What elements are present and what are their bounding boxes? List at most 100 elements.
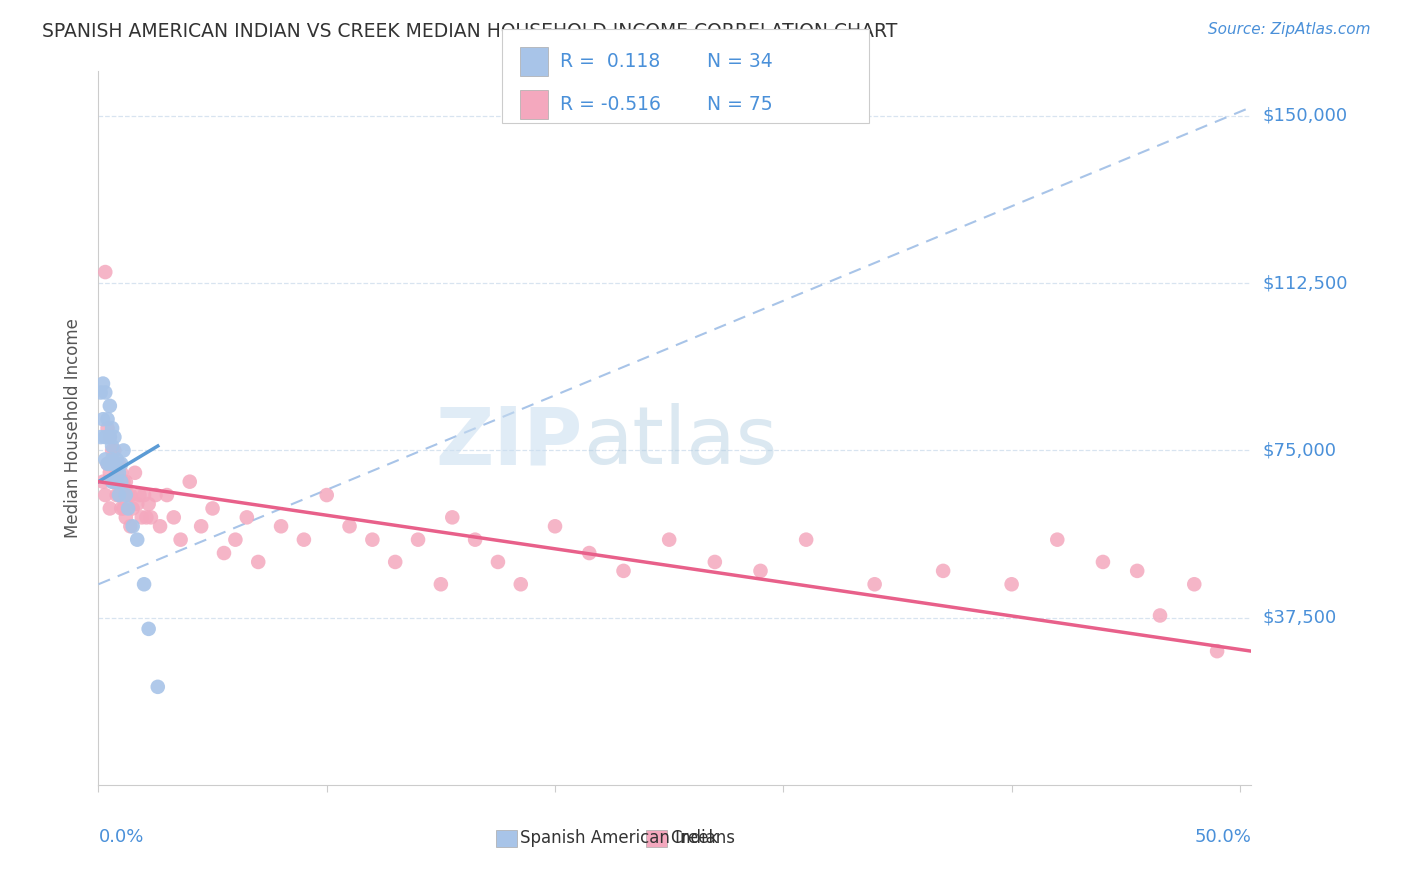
Point (105, 466, 128, 480)
Point (127, 497, 149, 511)
Point (578, 546, 600, 560)
Text: $75,000: $75,000 (1263, 442, 1337, 459)
Point (91, 376, 114, 391)
Point (94, 385, 117, 400)
Point (91, 475, 114, 489)
Point (544, 519, 567, 533)
Point (1126, 564, 1149, 578)
Point (292, 533, 315, 547)
Point (94, 265, 117, 279)
Point (105, 452, 128, 467)
Point (658, 533, 681, 547)
Point (128, 488, 150, 502)
Point (121, 519, 143, 533)
Point (110, 457, 132, 471)
Point (96, 457, 118, 471)
Point (131, 510, 153, 524)
Point (94, 430, 117, 444)
Point (127, 533, 149, 547)
Point (1001, 577, 1024, 591)
Point (441, 510, 464, 524)
Point (108, 488, 131, 502)
Text: ZIP: ZIP (436, 403, 582, 482)
Point (96, 412, 118, 426)
Point (201, 501, 224, 516)
Point (96, 421, 118, 435)
Point (149, 519, 172, 533)
FancyBboxPatch shape (496, 830, 517, 847)
Point (105, 475, 128, 489)
Point (98, 466, 121, 480)
Point (112, 475, 135, 489)
Text: Spanish American Indians: Spanish American Indians (520, 830, 735, 847)
Point (90, 430, 112, 444)
Point (132, 488, 155, 502)
Point (90, 385, 112, 400)
Point (145, 488, 167, 502)
Point (247, 555, 270, 569)
Point (110, 475, 132, 489)
Point (103, 443, 125, 458)
Point (98, 501, 121, 516)
Point (101, 421, 124, 435)
Text: SPANISH AMERICAN INDIAN VS CREEK MEDIAN HOUSEHOLD INCOME CORRELATION CHART: SPANISH AMERICAN INDIAN VS CREEK MEDIAN … (42, 22, 897, 41)
Text: $150,000: $150,000 (1263, 107, 1347, 125)
Point (384, 555, 406, 569)
Point (91, 412, 114, 426)
Point (1091, 555, 1114, 569)
Text: 50.0%: 50.0% (1195, 828, 1251, 846)
Point (103, 430, 125, 444)
Point (112, 501, 135, 516)
Point (863, 577, 886, 591)
Point (703, 555, 725, 569)
Point (486, 555, 509, 569)
Point (138, 622, 160, 636)
Text: $112,500: $112,500 (1263, 274, 1348, 293)
Point (121, 501, 143, 516)
Point (110, 466, 132, 480)
Point (315, 488, 337, 502)
Point (1182, 577, 1205, 591)
Point (117, 501, 139, 516)
Point (112, 443, 135, 458)
Point (94, 452, 117, 467)
Point (105, 488, 128, 502)
Point (94, 488, 117, 502)
Point (132, 577, 155, 591)
Point (612, 564, 634, 578)
Point (361, 533, 384, 547)
Point (1206, 644, 1229, 658)
Point (1046, 533, 1069, 547)
Point (156, 488, 179, 502)
Text: Creek: Creek (671, 830, 718, 847)
Point (101, 475, 124, 489)
Point (120, 519, 142, 533)
Point (101, 452, 124, 467)
Point (339, 519, 361, 533)
Point (105, 457, 128, 471)
Point (190, 519, 212, 533)
Point (108, 466, 131, 480)
Point (430, 577, 453, 591)
Point (1149, 608, 1171, 623)
Point (114, 475, 136, 489)
Point (98, 399, 121, 413)
Point (139, 510, 162, 524)
Point (98, 430, 121, 444)
Point (103, 475, 125, 489)
Point (98, 430, 121, 444)
Point (114, 488, 136, 502)
Text: Source: ZipAtlas.com: Source: ZipAtlas.com (1208, 22, 1371, 37)
Point (108, 488, 131, 502)
Text: atlas: atlas (582, 403, 778, 482)
Point (101, 475, 124, 489)
Point (110, 501, 132, 516)
Point (212, 546, 235, 560)
Point (169, 533, 191, 547)
Point (103, 457, 125, 471)
Point (224, 533, 246, 547)
Point (114, 510, 136, 524)
Point (108, 457, 131, 471)
Point (406, 533, 429, 547)
Point (103, 475, 125, 489)
